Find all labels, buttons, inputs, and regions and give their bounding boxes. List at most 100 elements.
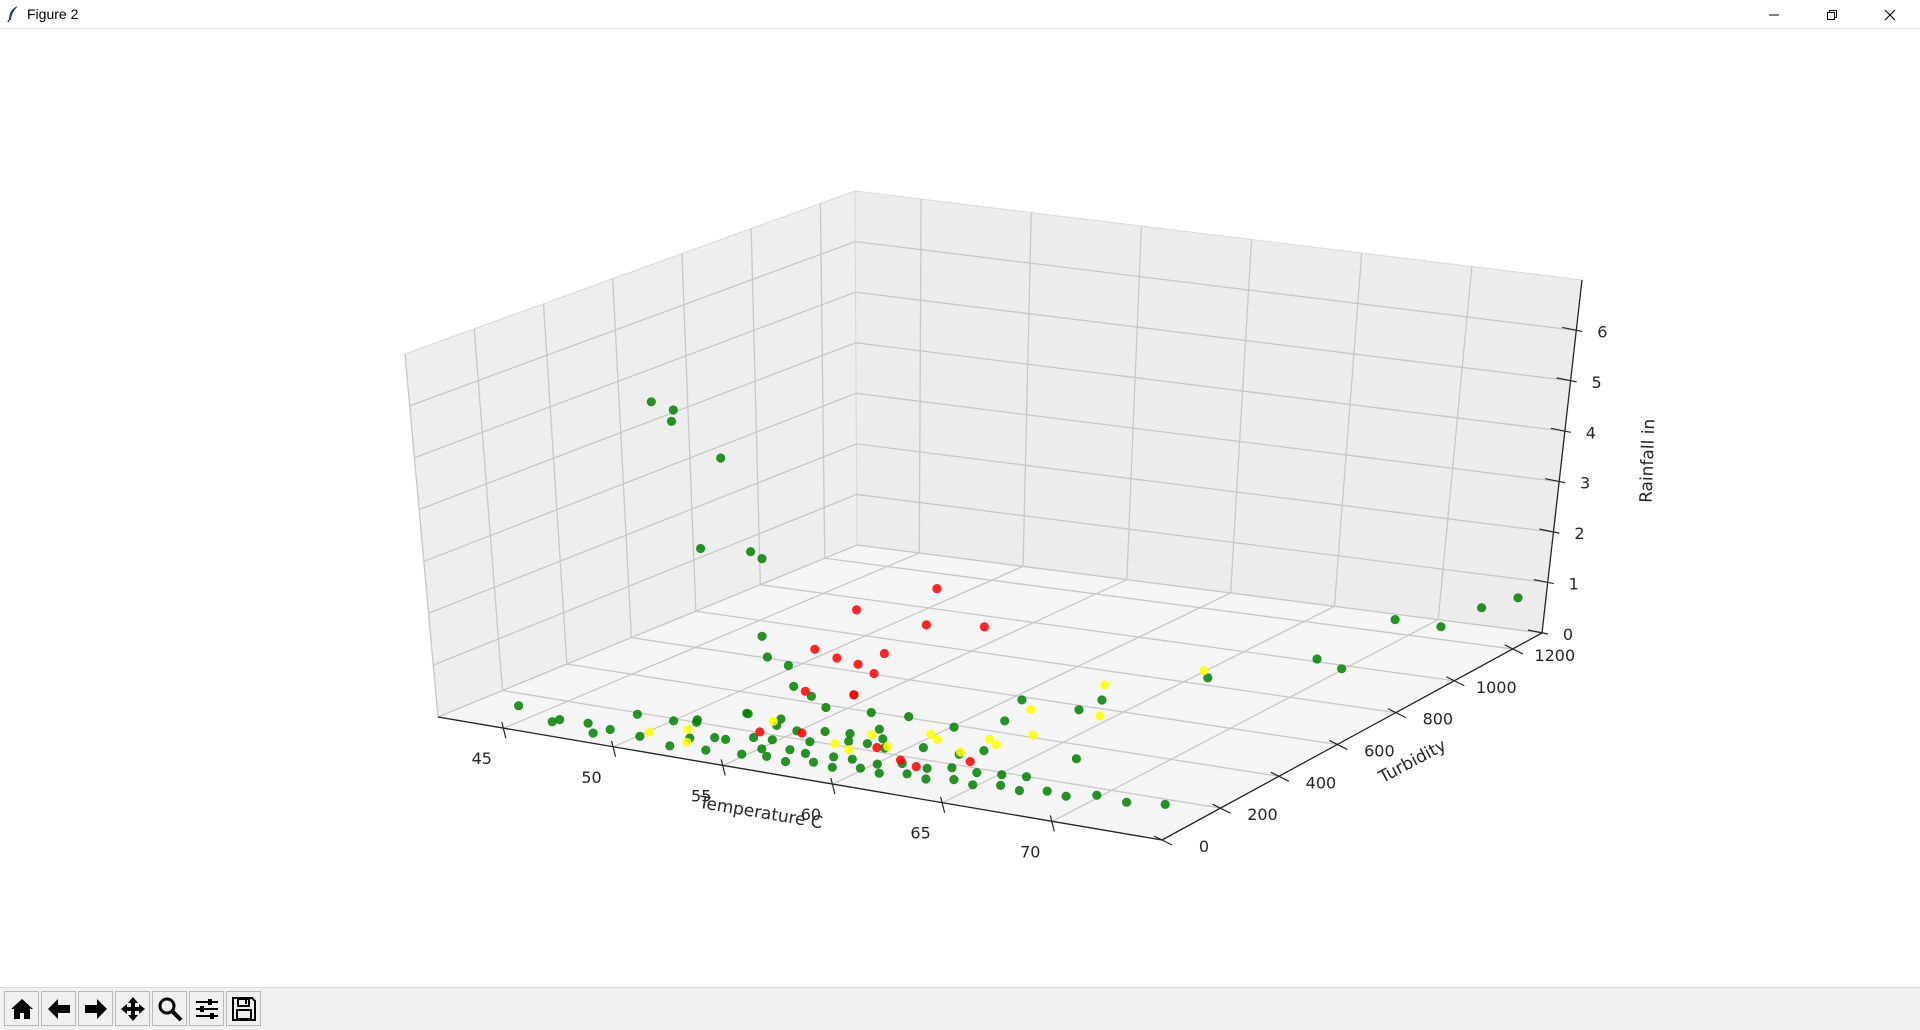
z-axis-title: Rainfall in [1637,418,1660,503]
zoom-button[interactable] [152,991,187,1026]
data-point-yellow [844,745,854,755]
x-tick [940,796,946,813]
data-point-yellow [926,729,936,739]
data-point-green [866,707,876,718]
save-button[interactable] [226,991,261,1026]
data-point-red [879,648,890,659]
z-tick-label: 2 [1574,524,1584,543]
z-axis-line [1541,279,1583,634]
data-point-green [874,724,885,734]
data-point-green [762,652,773,662]
minimize-button[interactable] [1746,0,1802,29]
data-point-red [849,690,859,700]
data-point-green [1477,603,1487,613]
data-point-green [821,702,831,713]
data-point-yellow [956,747,966,757]
data-point-green [902,769,912,779]
data-point-green [918,743,929,753]
y-axis-line [1161,632,1543,841]
data-point-green [820,726,830,737]
data-point-red [755,727,765,737]
data-point-green [646,397,656,407]
data-point-green [757,554,767,564]
data-point-green [746,547,756,557]
close-icon [1884,9,1896,20]
data-point-green [669,716,679,726]
data-point-green [1021,772,1032,782]
data-point-green [762,751,772,762]
x-tick [1049,815,1055,832]
data-point-green [514,701,524,711]
grid-line-z [437,544,1543,718]
figure-canvas[interactable]: 45 50 55 60 65 70 0 200 400 600 800 1000 1200 0 1 2 3 4 5 6… [0,29,1920,987]
forward-button[interactable] [78,991,113,1026]
data-point-green [808,757,819,767]
close-button[interactable] [1862,0,1918,29]
data-point-yellow [1199,666,1209,676]
data-point-green [1014,785,1024,796]
back-button[interactable] [41,991,76,1026]
pan-button[interactable] [115,991,150,1026]
data-point-green [583,718,593,728]
data-point-green [710,733,720,743]
data-point-green [847,754,857,764]
y-tick-label: 400 [1306,773,1337,792]
data-point-green [922,763,932,774]
data-point-green [844,736,854,747]
y-tick [1446,676,1465,687]
y-tick-label: 1000 [1476,678,1517,697]
y-tick-label: 1200 [1534,646,1575,665]
home-button[interactable] [4,991,39,1026]
data-point-green [845,729,855,739]
data-point-green [789,681,799,692]
z-tick [1556,377,1577,383]
data-point-yellow [985,734,995,744]
x-tick-label: 60 [801,805,821,824]
arrow-right-icon [84,998,107,1019]
data-point-green [968,780,978,790]
data-point-green [716,453,726,463]
data-point-green [805,737,815,747]
home-icon [10,998,33,1019]
configure-subplots-button[interactable] [189,991,224,1026]
y-tick [1387,708,1407,719]
data-point-green [743,709,753,719]
data-point-green [874,768,884,778]
data-point-green [767,735,777,745]
data-point-green [1097,695,1107,705]
data-point-green [1017,695,1027,705]
z-tick-label: 1 [1569,575,1579,594]
data-point-red [979,622,990,632]
data-point-green [1000,716,1010,726]
data-point-green [783,660,794,671]
data-point-green [1061,791,1071,801]
data-point-green [555,715,565,725]
y-tick-label: 200 [1247,805,1278,824]
data-point-green [949,775,959,785]
y-tick-label: 800 [1423,710,1454,729]
y-tick [1504,644,1524,655]
data-point-green [780,756,791,767]
data-point-green [1513,593,1523,603]
data-point-green [605,724,615,735]
data-point-red [932,584,942,594]
data-point-green [749,732,759,743]
data-point-green [972,768,982,778]
data-point-green [996,780,1006,791]
data-point-green [806,691,817,701]
data-point-green [1160,799,1170,810]
restore-button[interactable] [1804,0,1860,29]
move-icon [120,996,145,1021]
data-point-green [855,763,866,773]
data-point-green [862,739,873,749]
grid-line-z [409,240,1577,407]
x-tick [830,777,836,795]
data-point-yellow [682,737,692,747]
window-title: Figure 2 [27,6,79,22]
data-point-yellow [867,730,877,740]
data-point-green [947,763,957,773]
data-point-yellow [1095,711,1105,721]
data-point-green [547,717,557,727]
window-titlebar: Figure 2 [0,0,1920,29]
data-point-green [1092,790,1102,800]
